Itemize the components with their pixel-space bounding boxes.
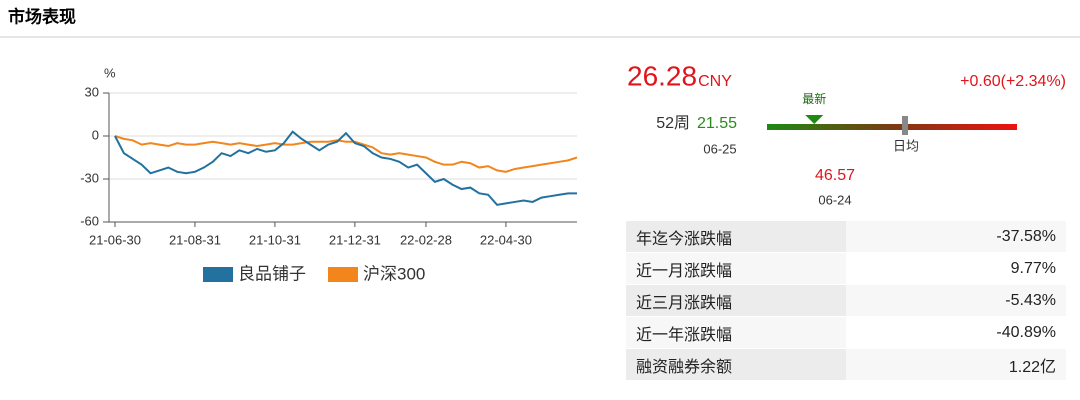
y-tick-label: -30 [80,170,99,185]
legend-swatch [203,267,233,282]
series-line [114,135,578,173]
x-tick-label: 21-12-31 [329,232,381,247]
table-row: 近三月涨跌幅 -5.43% [626,284,1066,317]
range-bar [767,124,1017,130]
currency: CNY [698,73,732,90]
y-tick-label: 30 [85,84,99,99]
stat-label: 近一月涨跌幅 [626,252,846,285]
x-tick-label: 22-04-30 [480,232,532,247]
week52-label: 52周 [656,115,690,132]
stat-label: 近一年涨跌幅 [626,316,846,349]
stat-value: -37.58% [846,221,1066,253]
high-date: 06-24 [818,192,851,207]
section-title: 市场表现 [8,6,76,26]
stat-value: -40.89% [846,316,1066,349]
stats-table: 年迄今涨跌幅 -37.58% 近一月涨跌幅 9.77% 近三月涨跌幅 -5.43% 近一年涨… [626,221,1066,381]
mean-label: 日均 [893,138,919,153]
x-tick-label: 21-08-31 [169,232,221,247]
x-tick-label: 22-02-28 [400,232,452,247]
latest-label: 最新 [802,91,826,106]
week52-high: 46.57 [815,167,855,184]
week52-low: 21.55 [697,115,737,132]
stat-value: 1.22亿 [846,348,1066,381]
stat-value: 9.77% [846,252,1066,285]
price: 26.28 [627,60,697,91]
y-tick-label: -60 [80,213,99,228]
legend-label: 良品铺子 [238,264,306,283]
price-change: +0.60(+2.34%) [960,73,1066,90]
table-row: 年迄今涨跌幅 -37.58% [626,221,1066,253]
y-axis-label: % [104,65,116,80]
stat-label: 近三月涨跌幅 [626,284,846,317]
legend-swatch [328,267,358,282]
series-line [114,130,577,206]
latest-marker [805,115,824,124]
stat-label: 融资融券余额 [626,348,846,381]
mean-marker [902,116,908,135]
table-row: 近一月涨跌幅 9.77% [626,252,1066,285]
x-tick-label: 21-06-30 [89,232,141,247]
stat-label: 年迄今涨跌幅 [626,221,846,253]
legend-label: 沪深300 [363,264,425,283]
y-tick-label: 0 [92,127,99,142]
low-date: 06-25 [703,141,736,156]
stat-value: -5.43% [846,284,1066,317]
x-tick-label: 21-10-31 [249,232,301,247]
table-row: 近一年涨跌幅 -40.89% [626,316,1066,349]
table-row: 融资融券余额 1.22亿 [626,348,1066,381]
